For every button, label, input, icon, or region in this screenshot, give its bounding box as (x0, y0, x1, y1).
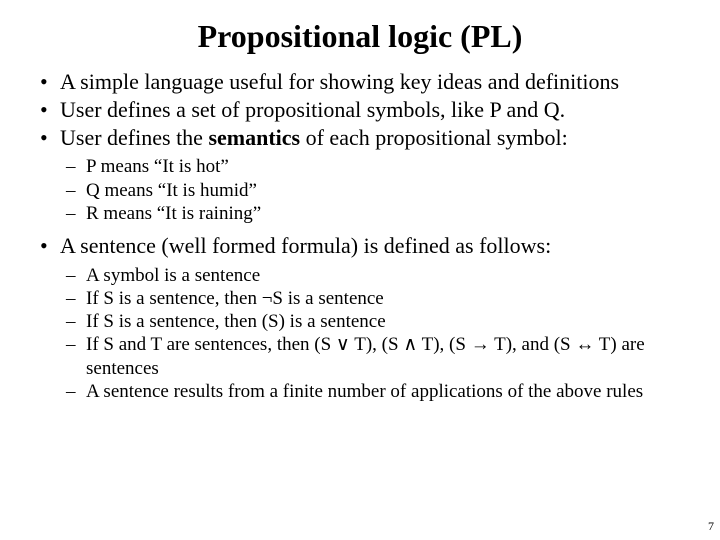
bullet-text: A sentence (well formed formula) is defi… (60, 233, 551, 258)
bullet-text-post: of each propositional symbol: (300, 125, 568, 150)
bullet-item: A sentence (well formed formula) is defi… (60, 233, 684, 403)
sub-bullet-item: R means “It is raining” (86, 202, 684, 225)
bullet-text-pre: User defines the (60, 125, 208, 150)
page-number: 7 (708, 519, 714, 534)
sub-bullet-item: A symbol is a sentence (86, 264, 684, 287)
sub-bullet-item: If S and T are sentences, then (S ∨ T), … (86, 333, 684, 379)
sub-bullet-item: A sentence results from a finite number … (86, 380, 684, 403)
bullet-item: User defines the semantics of each propo… (60, 125, 684, 225)
sub-bullet-list: P means “It is hot” Q means “It is humid… (60, 155, 684, 225)
sub-bullet-item: P means “It is hot” (86, 155, 684, 178)
slide-title: Propositional logic (PL) (36, 18, 684, 55)
sub-bullet-item: Q means “It is humid” (86, 179, 684, 202)
slide: Propositional logic (PL) A simple langua… (0, 0, 720, 540)
bullet-item: User defines a set of propositional symb… (60, 97, 684, 124)
sub-bullet-item: If S is a sentence, then ¬S is a sentenc… (86, 287, 684, 310)
bullet-list: A simple language useful for showing key… (36, 69, 684, 403)
bullet-text-bold: semantics (208, 125, 300, 150)
sub-bullet-list: A symbol is a sentence If S is a sentenc… (60, 264, 684, 403)
sub-bullet-item: If S is a sentence, then (S) is a senten… (86, 310, 684, 333)
bullet-item: A simple language useful for showing key… (60, 69, 684, 96)
